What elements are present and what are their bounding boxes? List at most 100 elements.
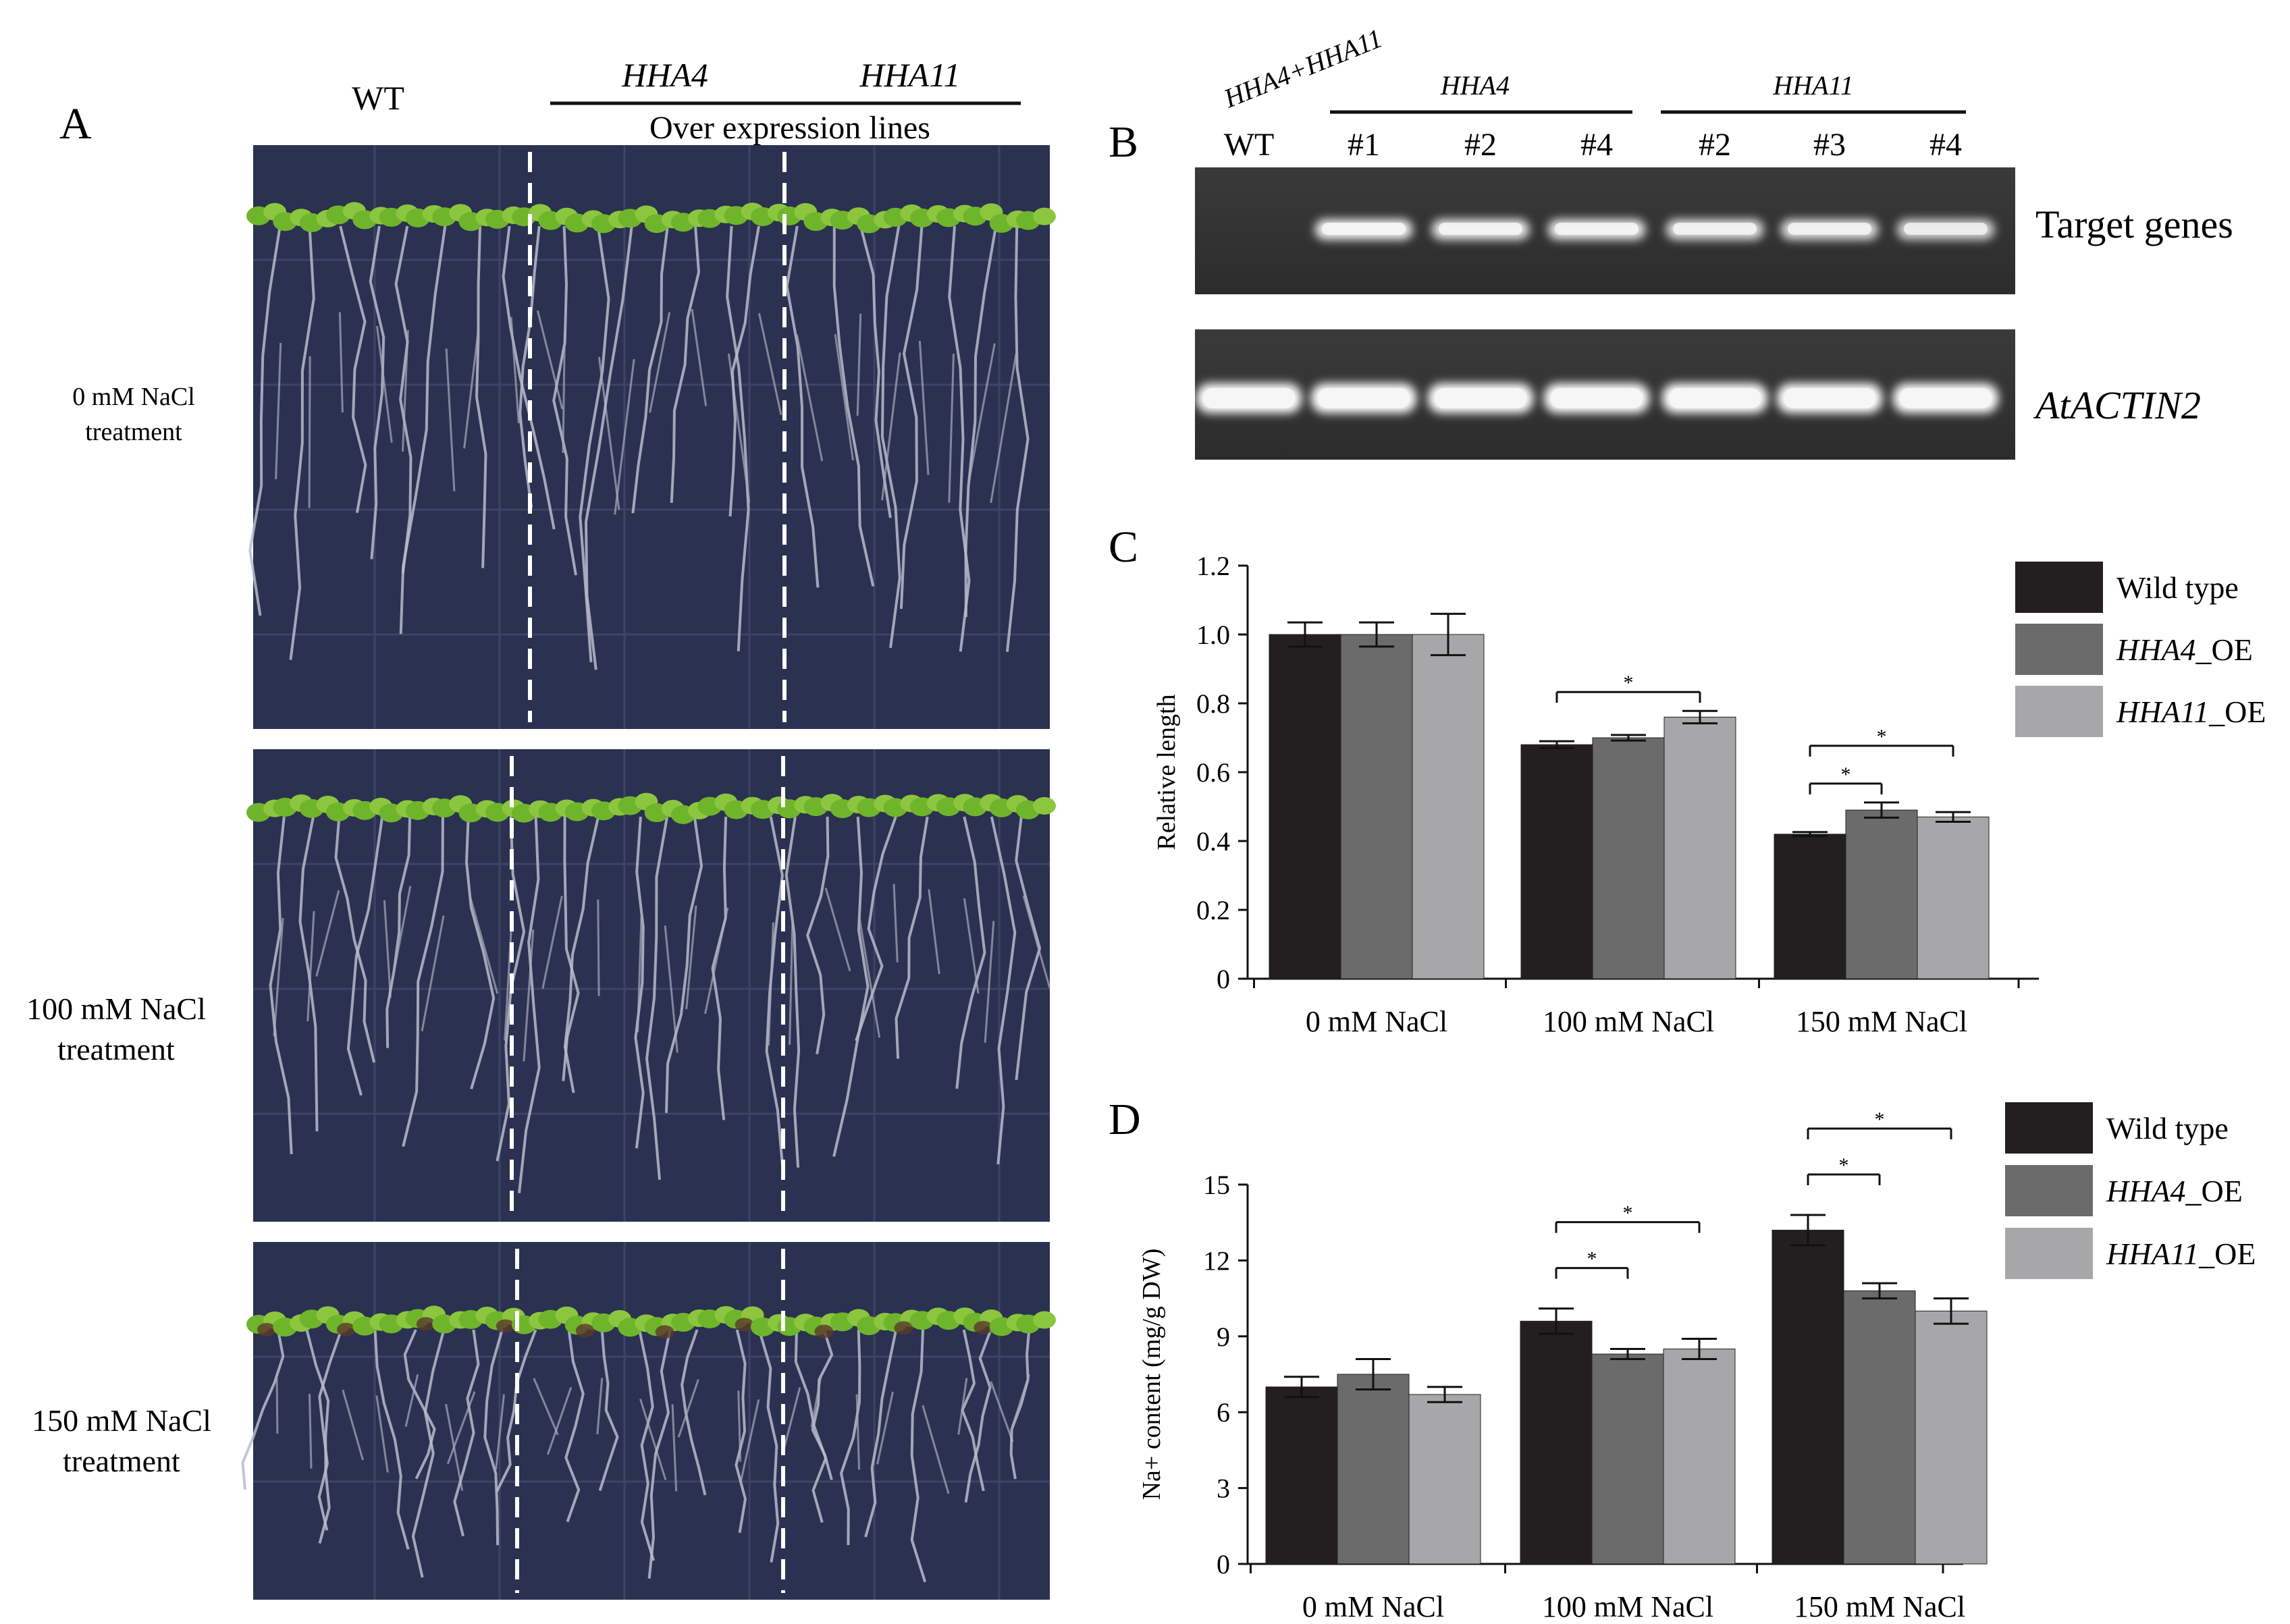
root (248, 225, 282, 616)
y-tick-label: 9 (1217, 1322, 1230, 1352)
significance-mark: * (1841, 763, 1851, 786)
target-band-core (1322, 223, 1406, 235)
diag-label: HHA4+HHA11 (1219, 23, 1387, 114)
significance-mark: * (1587, 1248, 1597, 1270)
root (305, 1329, 331, 1544)
bar (1337, 1374, 1410, 1565)
root (964, 1329, 992, 1503)
root (464, 816, 496, 1089)
root (289, 225, 315, 660)
target-band-core (1904, 223, 1988, 235)
root (453, 1329, 480, 1537)
root-branch (876, 1391, 894, 1465)
seedling-leaf-stressed (974, 1320, 993, 1334)
root (518, 816, 541, 1193)
root-branch (963, 898, 980, 994)
bar (1917, 816, 1990, 979)
root (346, 816, 384, 1096)
root-branch (536, 310, 564, 410)
root-branch (968, 343, 996, 481)
gel-bands (1196, 219, 1998, 413)
root (728, 225, 760, 517)
root-branch (375, 325, 393, 443)
root-branch (795, 334, 824, 462)
root-branch (856, 313, 862, 416)
root-branch (685, 905, 697, 1010)
y-tick-label: 3 (1217, 1473, 1230, 1504)
root-branch (446, 1391, 476, 1465)
plate-1 (253, 749, 1050, 1222)
root-branch (757, 313, 782, 415)
root-branch (990, 1381, 1014, 1442)
root (964, 225, 998, 618)
x-tick-label: 150 mM NaCl (1794, 1590, 1965, 1623)
root-branch (463, 328, 480, 449)
bar (1520, 1320, 1593, 1565)
root (832, 225, 875, 587)
col-label-wt: WT (352, 79, 404, 117)
bar (1774, 834, 1846, 979)
y-tick-label: 0.4 (1196, 826, 1230, 857)
root (948, 225, 971, 652)
legend-swatch (2015, 686, 2103, 737)
root (385, 816, 412, 1048)
legend-label-italic: HHA4 (2106, 1174, 2186, 1208)
panel-a: A WT HHA4 HHA11 Over expression lines 0 … (26, 56, 1056, 1600)
actin-label: AtACTIN2 (2033, 383, 2201, 427)
root-branch (597, 356, 620, 510)
root-branch (834, 333, 854, 461)
root-branch (948, 354, 955, 503)
root-branch (957, 1378, 968, 1435)
root-branch (597, 899, 600, 996)
lane-label: #4 (1929, 127, 1962, 163)
seedling-leaf-stressed (655, 1325, 674, 1339)
root (784, 816, 801, 1168)
root (502, 225, 556, 530)
legend-label-text: _OE (2195, 632, 2253, 667)
legend-label-text: Wild type (2106, 1111, 2229, 1145)
significance-mark: * (1624, 672, 1634, 694)
panel-c-letter: C (1109, 522, 1138, 572)
root-branch (273, 917, 284, 1037)
root (411, 1329, 446, 1578)
plate-0 (253, 145, 1050, 729)
y-tick-label: 0.2 (1196, 895, 1230, 925)
seedling-leaf (1033, 1311, 1056, 1329)
root (518, 225, 541, 508)
legend-label: Wild type (2116, 570, 2239, 605)
root-branch (637, 916, 643, 1033)
actin-band-core (1318, 388, 1410, 408)
seedling-leaf-stressed (575, 1324, 595, 1338)
target-genes-label: Target genes (2035, 202, 2233, 246)
panel-c: C 0 0.2 0.4 0.6 0.8 1.0 1.2 Relative length 0 mM… (1109, 522, 2266, 1038)
legend-label-text: _OE (2198, 1237, 2256, 1271)
group-label-overexpression: Over expression lines (649, 110, 930, 146)
root-branch (562, 331, 566, 454)
root-branch (495, 1394, 505, 1470)
root (634, 816, 645, 1149)
bar (1269, 634, 1341, 979)
root (955, 816, 986, 1089)
legend-label-italic: HHA11 (2116, 695, 2209, 729)
root-branch (691, 308, 708, 406)
root-branch (469, 898, 499, 994)
root (399, 225, 447, 634)
panel-a-letter: A (59, 99, 92, 148)
actin-band-core (1784, 388, 1875, 408)
panel-d: D 0 3 6 9 12 15 Na+ content (mg/g DW) 0 mM NaCl… (1109, 1095, 2256, 1623)
root-branch (375, 1395, 389, 1473)
root (711, 816, 728, 1120)
root-branch (767, 922, 774, 1046)
root-branch (596, 1378, 604, 1435)
bar (1520, 744, 1593, 979)
y-tick-label: 0 (1217, 1549, 1230, 1579)
root-branch (510, 317, 520, 424)
root-branch (338, 312, 344, 413)
root-branch (1011, 1374, 1030, 1428)
row-label-0mM-sub: treatment (85, 418, 182, 446)
legend-swatch (2005, 1228, 2093, 1279)
root-branch (858, 918, 881, 1038)
x-tick-label: 100 mM NaCl (1542, 1590, 1713, 1623)
root (373, 1329, 410, 1550)
root (394, 225, 412, 574)
